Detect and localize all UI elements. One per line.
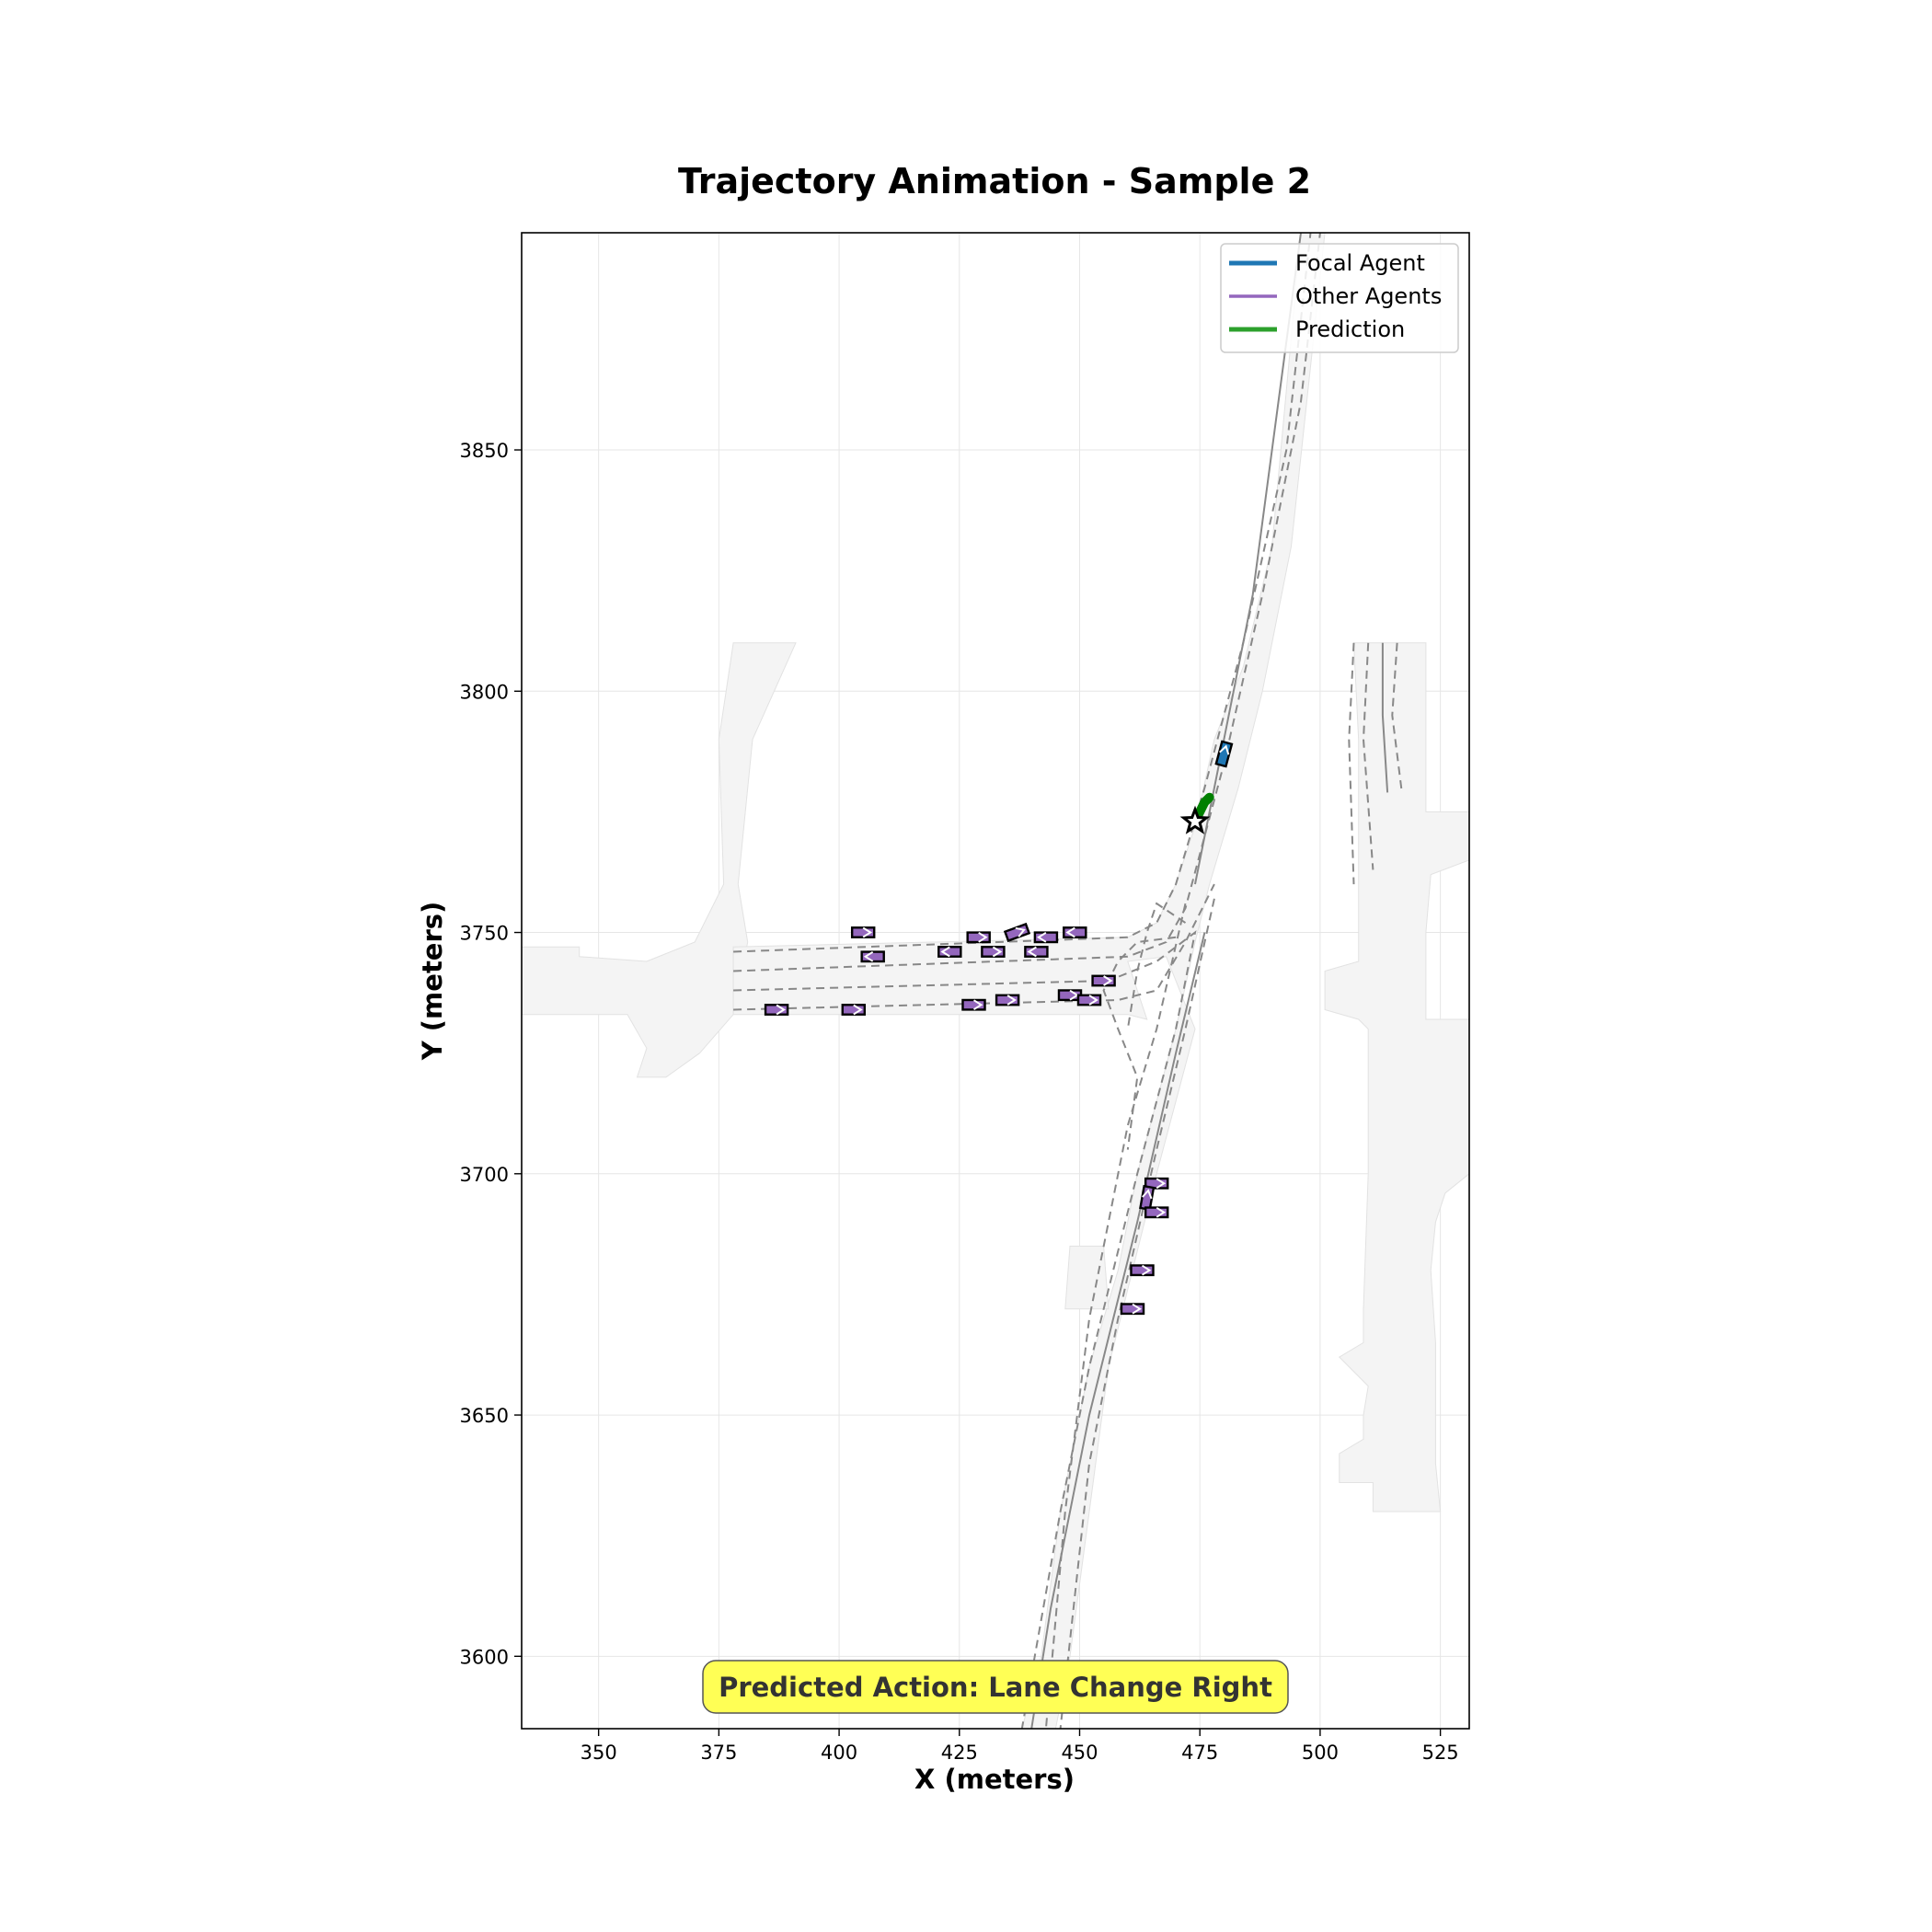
legend-label-other-agents: Other Agents: [1295, 283, 1442, 309]
other-agent: [1076, 994, 1102, 1006]
lane-lines: [733, 233, 1403, 1729]
goal-star-marker: [1179, 805, 1211, 834]
x-tick-label: 500: [1302, 1742, 1339, 1764]
x-axis-ticks: 350 375 400 425 450 475 500 525: [581, 1729, 1459, 1764]
agents: [764, 740, 1234, 1316]
lane-line: [733, 233, 1312, 953]
lane-line: [1348, 642, 1355, 885]
other-agent: [1063, 926, 1087, 938]
lane-line: [1194, 233, 1302, 885]
x-axis-label: X (meters): [914, 1764, 1075, 1795]
predicted-action-banner: Predicted Action: Lane Change Right: [702, 1660, 1289, 1714]
other-agent: [850, 926, 876, 938]
lane-line: [733, 930, 1197, 1729]
road-south-pad: [1064, 1246, 1110, 1310]
other-agent: [937, 946, 962, 958]
other-agent: [764, 1004, 789, 1016]
y-axis-ticks: 3600 3650 3700 3750 3800 3850: [460, 440, 522, 1668]
other-agent: [1091, 974, 1116, 987]
other-agent: [995, 994, 1020, 1006]
lane-line: [1102, 936, 1177, 1150]
legend-label-focal-agent: Focal Agent: [1295, 250, 1425, 276]
x-tick-label: 400: [821, 1742, 857, 1764]
y-tick-label: 3750: [460, 923, 509, 945]
plot-frame: [521, 232, 1470, 1730]
other-agent: [961, 998, 986, 1011]
y-tick-label: 3650: [460, 1405, 509, 1427]
chart-title: Trajectory Animation - Sample 2: [678, 161, 1311, 201]
other-agent: [1033, 931, 1059, 944]
lane-line: [733, 233, 1321, 972]
other-agent: [860, 950, 885, 963]
focal-agent: [1214, 740, 1234, 768]
y-tick-label: 3800: [460, 681, 509, 703]
lane-line: [1126, 902, 1187, 1029]
y-tick-label: 3600: [460, 1646, 509, 1668]
legend: Focal Agent Other Agents Prediction: [1220, 243, 1459, 353]
other-agent: [1120, 1303, 1145, 1316]
other-agent: [1144, 1177, 1169, 1190]
other-agent: [1144, 1206, 1169, 1219]
other-agent: [981, 946, 1006, 958]
other-agent: [1024, 946, 1049, 958]
other-agent: [1003, 922, 1031, 943]
x-tick-label: 425: [941, 1742, 978, 1764]
other-agent: [966, 931, 991, 944]
road-map: [522, 233, 1469, 1729]
x-tick-label: 375: [700, 1742, 737, 1764]
road-west: [522, 642, 797, 1078]
road-main: [732, 233, 1326, 1729]
lane-line: [1381, 642, 1389, 793]
road-east: [1324, 642, 1469, 1512]
banner-box: [702, 1660, 1289, 1714]
y-axis-label: Y (meters): [417, 902, 448, 1062]
x-tick-label: 350: [581, 1742, 617, 1764]
other-agent: [1130, 1264, 1155, 1277]
lane-line: [1391, 642, 1403, 793]
lane-line: [1030, 932, 1206, 1729]
predicted-action-text: Predicted Action: Lane Change Right: [719, 1672, 1272, 1703]
other-agent: [841, 1004, 867, 1016]
x-tick-label: 450: [1061, 1742, 1098, 1764]
y-tick-label: 3850: [460, 440, 509, 462]
y-tick-label: 3700: [460, 1164, 509, 1186]
lane-line: [733, 883, 1215, 1011]
lane-line: [1362, 642, 1374, 870]
x-tick-label: 525: [1422, 1742, 1459, 1764]
legend-box: [1220, 243, 1459, 353]
x-tick-label: 475: [1181, 1742, 1218, 1764]
lane-line: [1059, 898, 1215, 1729]
legend-label-prediction: Prediction: [1295, 316, 1405, 342]
